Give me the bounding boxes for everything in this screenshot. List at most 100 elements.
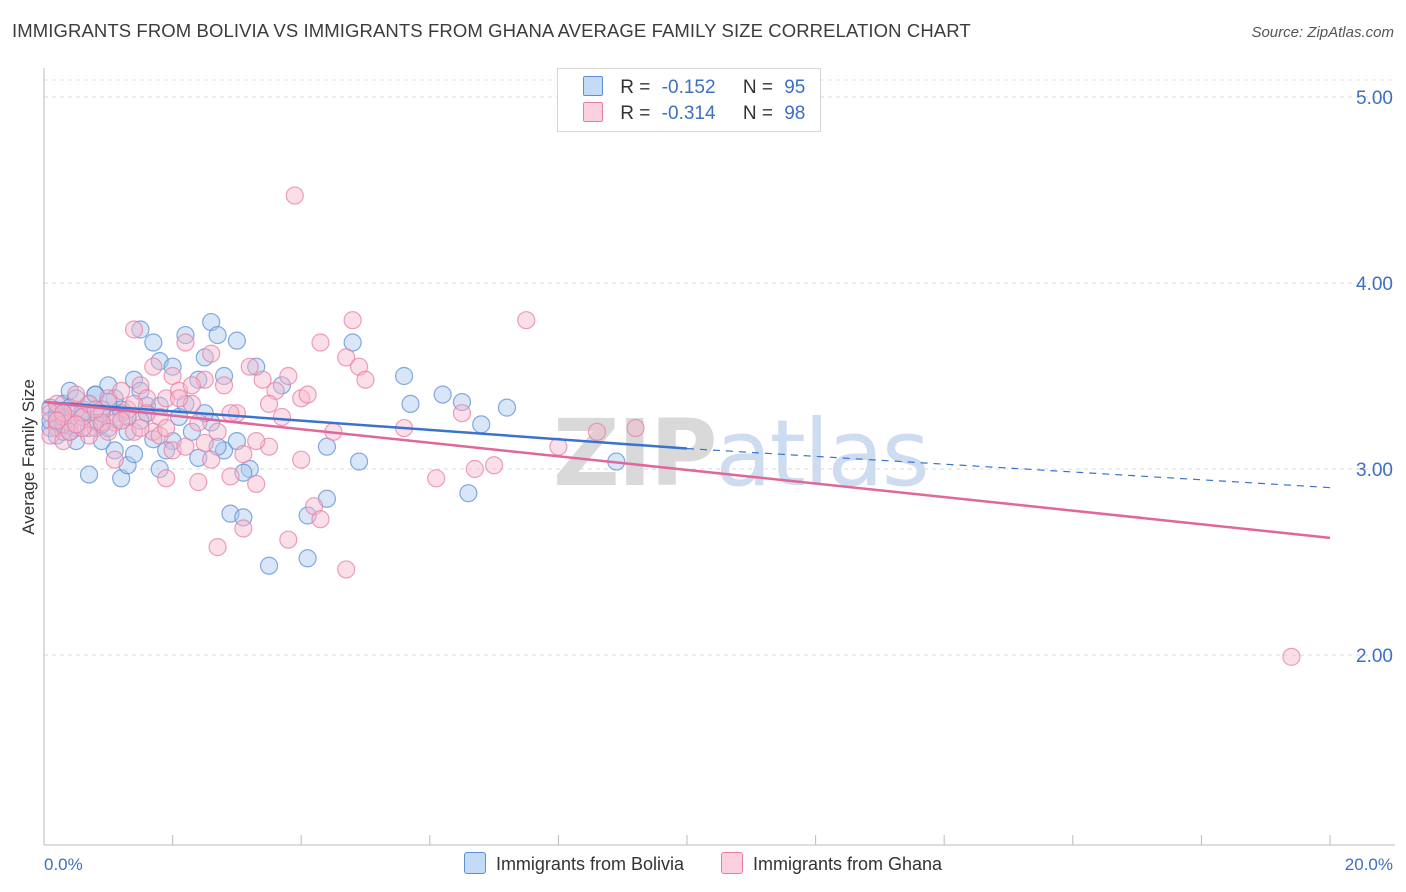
legend-item-ghana[interactable]: Immigrants from Ghana (721, 852, 942, 875)
data-point-ghana (247, 432, 266, 451)
source-credit: Source: ZipAtlas.com (1251, 24, 1394, 41)
legend-item-bolivia[interactable]: Immigrants from Bolivia (463, 852, 684, 875)
legend-swatch-bolivia (583, 76, 603, 96)
data-point-bolivia (214, 366, 234, 386)
data-point-ghana (144, 357, 163, 376)
data-point-bolivia (163, 357, 182, 376)
legend-r-value: -0.314 (661, 103, 716, 124)
data-point-ghana (182, 376, 201, 395)
data-point-ghana (176, 437, 195, 456)
chart-title: IMMIGRANTS FROM BOLIVIA VS IMMIGRANTS FR… (12, 20, 971, 41)
x-tick-label: 0.0% (44, 855, 83, 874)
data-point-bolivia (105, 441, 124, 460)
data-point-ghana (79, 426, 99, 445)
legend-label-bolivia: Immigrants from Bolivia (495, 854, 684, 874)
data-point-bolivia (131, 320, 150, 339)
data-point-bolivia (401, 394, 420, 413)
data-point-ghana (465, 459, 484, 479)
data-point-ghana (124, 320, 144, 339)
data-point-ghana (195, 433, 214, 453)
data-point-ghana (311, 333, 330, 352)
watermark-zip: ZIP (553, 400, 717, 507)
data-point-bolivia (394, 366, 414, 386)
data-point-ghana (292, 450, 311, 469)
series-legend: Immigrants from Bolivia Immigrants from … (0, 852, 1406, 875)
legend-row-ghana: R = -0.314 N = 98 (583, 102, 805, 126)
data-point-ghana (112, 411, 131, 430)
data-point-ghana (221, 467, 240, 486)
data-point-ghana (343, 311, 362, 330)
data-point-ghana (131, 418, 150, 438)
data-point-ghana (517, 311, 536, 330)
data-point-ghana (452, 404, 472, 423)
data-point-ghana (247, 474, 266, 493)
data-point-ghana (234, 445, 253, 464)
data-point-ghana (157, 469, 176, 488)
data-point-ghana (356, 370, 375, 389)
data-point-ghana (150, 426, 169, 445)
data-point-ghana (208, 538, 227, 557)
data-point-bolivia (227, 331, 246, 350)
legend-n-label: N = (742, 77, 773, 98)
data-point-bolivia (259, 556, 279, 575)
data-point-ghana (1282, 647, 1301, 666)
legend-swatch-bolivia (463, 852, 486, 874)
data-point-ghana (285, 186, 304, 205)
data-point-bolivia (150, 459, 169, 479)
data-point-ghana (259, 394, 279, 413)
legend-r-label: R = (620, 103, 651, 124)
data-point-bolivia (79, 465, 99, 484)
legend-swatch-ghana (583, 102, 603, 122)
data-point-ghana (157, 418, 176, 438)
data-point-ghana (208, 422, 227, 441)
data-point-ghana (54, 432, 73, 451)
legend-r-value: -0.152 (661, 77, 716, 98)
legend-label-ghana: Immigrants from Ghana (753, 854, 943, 874)
legend-row-bolivia: R = -0.152 N = 95 (583, 76, 805, 100)
data-point-ghana (626, 418, 645, 438)
trendline-bolivia-projection (686, 447, 1331, 489)
data-point-ghana (337, 348, 356, 367)
data-point-bolivia (298, 549, 317, 568)
trendline-bolivia (43, 400, 688, 450)
data-point-ghana (279, 530, 298, 549)
data-point-bolivia (459, 484, 478, 503)
data-point-ghana (214, 376, 234, 395)
legend-r-label: R = (620, 77, 651, 98)
data-point-ghana (337, 560, 356, 579)
y-tick-label: 2.00 (1356, 646, 1393, 667)
data-point-ghana (485, 456, 504, 475)
y-tick-label: 5.00 (1356, 88, 1393, 109)
correlation-legend: R = -0.152 N = 95 R = -0.314 N = 98 (557, 68, 821, 132)
data-point-ghana (99, 422, 118, 441)
y-axis-title: Average Family Size (19, 379, 38, 535)
data-point-bolivia (472, 415, 491, 434)
data-point-ghana (105, 450, 124, 469)
data-point-ghana (279, 366, 298, 386)
data-point-ghana (189, 472, 208, 492)
legend-swatch-ghana (721, 852, 743, 874)
data-point-ghana (112, 381, 131, 400)
data-point-ghana (311, 510, 330, 529)
trendline-ghana (43, 400, 1331, 540)
data-point-ghana (240, 357, 259, 376)
data-point-bolivia (144, 333, 163, 352)
data-point-bolivia (433, 385, 452, 404)
data-point-bolivia (124, 445, 144, 464)
y-tick-label: 3.00 (1356, 460, 1393, 481)
data-point-ghana (253, 370, 272, 389)
data-point-ghana (221, 404, 240, 423)
legend-n-label: N = (742, 103, 773, 124)
data-point-ghana (67, 385, 86, 404)
data-point-bolivia (176, 325, 195, 345)
y-tick-label: 4.00 (1356, 274, 1393, 295)
data-point-ghana (272, 407, 292, 427)
data-point-ghana (86, 400, 105, 419)
data-point-ghana (234, 519, 253, 538)
data-point-bolivia (497, 398, 517, 417)
data-point-bolivia (208, 325, 227, 345)
data-point-ghana (47, 411, 66, 430)
data-point-ghana (427, 469, 446, 488)
data-point-ghana (169, 389, 189, 408)
data-point-ghana (587, 422, 607, 441)
